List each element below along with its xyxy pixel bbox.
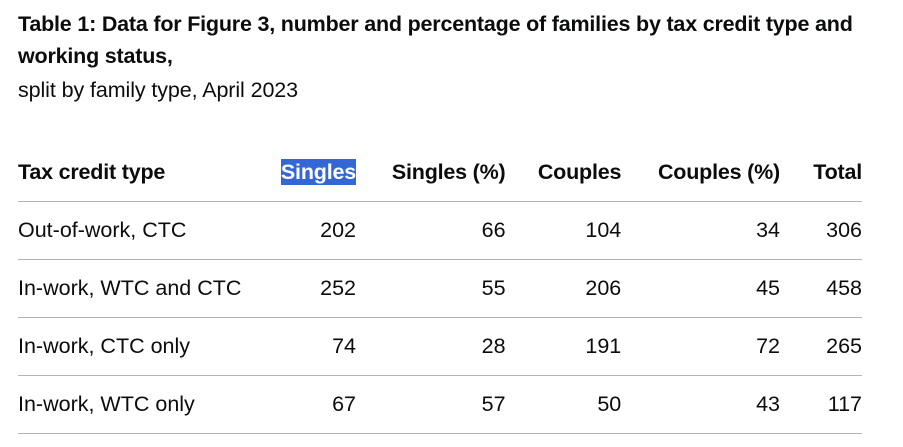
header-row: Tax credit type Singles Singles (%) Coup… — [18, 144, 862, 202]
cell-tax-credit-type: Out-of-work, CTC — [18, 201, 275, 260]
cell-tax-credit-type: In-work, WTC only — [18, 375, 275, 434]
cell-singles: 202 — [274, 201, 356, 260]
data-table: Tax credit type Singles Singles (%) Coup… — [18, 144, 862, 434]
selected-text-highlight: Singles — [280, 159, 356, 185]
table-title: Table 1: Data for Figure 3, number and p… — [18, 12, 853, 68]
cell-singles: 252 — [274, 259, 356, 318]
cell-couples-percent: 34 — [621, 201, 781, 260]
table-row: In-work, CTC only 74 28 191 72 265 — [18, 317, 862, 376]
cell-total: 306 — [780, 201, 862, 260]
table-header: Tax credit type Singles Singles (%) Coup… — [18, 144, 862, 202]
cell-couples: 50 — [505, 375, 622, 434]
cell-total: 117 — [780, 375, 862, 434]
cell-couples: 104 — [505, 201, 622, 260]
table-caption: Table 1: Data for Figure 3, number and p… — [18, 8, 898, 106]
column-header-couples[interactable]: Couples — [505, 144, 621, 202]
cell-couples: 191 — [505, 317, 622, 376]
cell-singles-percent: 28 — [356, 317, 506, 376]
cell-singles-percent: 55 — [356, 259, 506, 318]
cell-singles: 74 — [274, 317, 356, 376]
table-row: In-work, WTC and CTC 252 55 206 45 458 — [18, 259, 862, 318]
column-header-tax-credit-type[interactable]: Tax credit type — [18, 144, 275, 202]
cell-tax-credit-type: In-work, CTC only — [18, 317, 275, 376]
table-row: In-work, WTC only 67 57 50 43 117 — [18, 375, 862, 434]
column-header-singles-percent[interactable]: Singles (%) — [356, 144, 506, 202]
cell-total: 458 — [780, 259, 862, 318]
table-subtitle: split by family type, April 2023 — [18, 78, 299, 102]
cell-couples: 206 — [505, 259, 622, 318]
cell-couples-percent: 45 — [621, 259, 781, 318]
cell-singles: 67 — [274, 375, 356, 434]
column-header-singles[interactable]: Singles — [274, 144, 356, 202]
cell-singles-percent: 57 — [356, 375, 506, 434]
column-header-couples-percent[interactable]: Couples (%) — [621, 144, 780, 202]
cell-couples-percent: 72 — [621, 317, 781, 376]
column-header-total[interactable]: Total — [780, 144, 862, 202]
table-row: Out-of-work, CTC 202 66 104 34 306 — [18, 201, 862, 260]
table-body: Out-of-work, CTC 202 66 104 34 306 In-wo… — [18, 201, 862, 434]
cell-tax-credit-type: In-work, WTC and CTC — [18, 259, 275, 318]
cell-singles-percent: 66 — [356, 201, 506, 260]
cell-total: 265 — [780, 317, 862, 376]
cell-couples-percent: 43 — [621, 375, 781, 434]
